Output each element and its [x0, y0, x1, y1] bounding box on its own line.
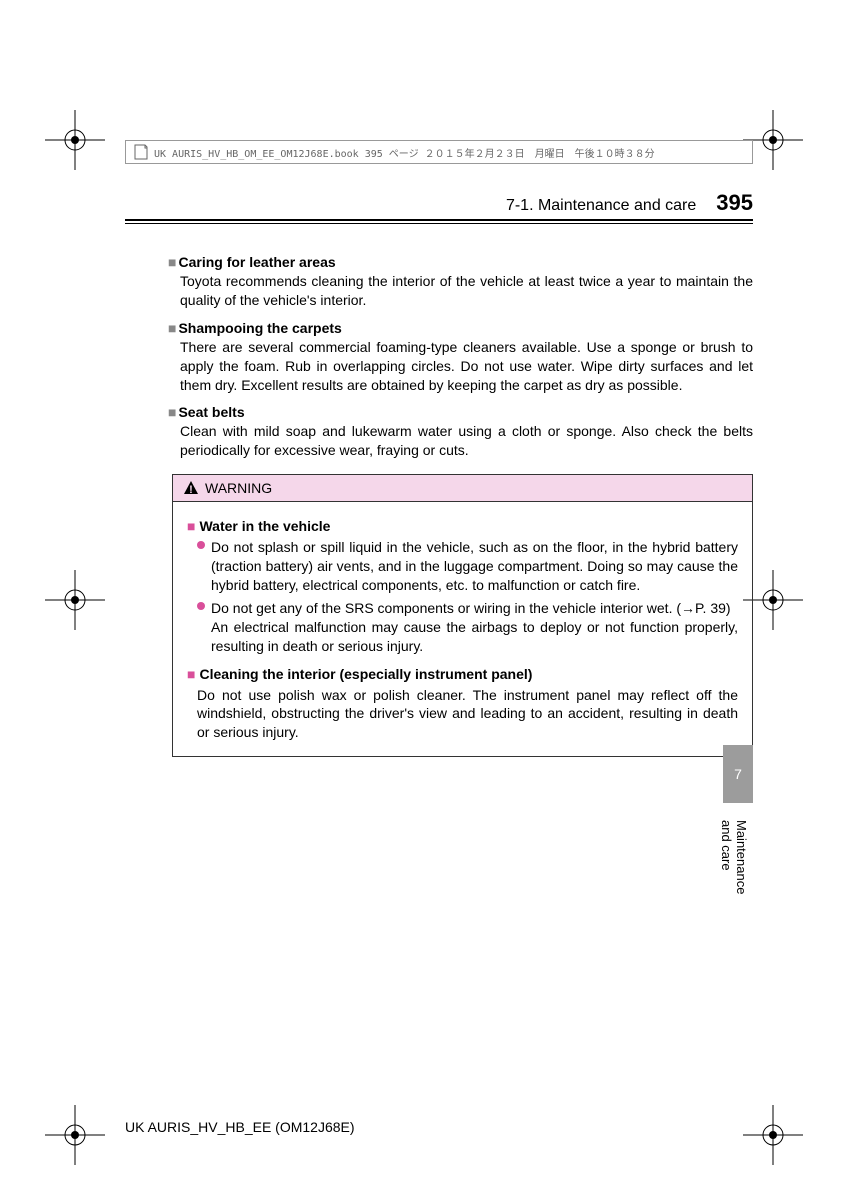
page-header: 7-1. Maintenance and care 395: [125, 190, 753, 221]
warning-heading: ■Water in the vehicle: [187, 518, 738, 534]
warning-triangle-icon: !: [183, 480, 199, 496]
topic-heading-text: Seat belts: [178, 404, 244, 420]
topic-body: There are several commercial foaming-typ…: [180, 338, 753, 395]
crop-mark-icon: [45, 1105, 105, 1165]
warning-text: Do not use polish wax or polish cleaner.…: [187, 686, 738, 743]
section-path: 7-1. Maintenance and care: [506, 197, 696, 215]
warning-title-bar: ! WARNING: [173, 475, 752, 502]
chapter-tab: 7: [723, 745, 753, 803]
topic-heading: ■Shampooing the carpets: [168, 320, 753, 336]
topic-body: Toyota recommends cleaning the interior …: [180, 272, 753, 310]
warning-title-text: WARNING: [205, 480, 272, 496]
warning-bullet: Do not get any of the SRS components or …: [187, 599, 738, 656]
pink-square-marker-icon: ■: [187, 518, 195, 534]
warning-box: ! WARNING ■Water in the vehicle Do not s…: [172, 474, 753, 757]
page-content: 7-1. Maintenance and care 395 ■Caring fo…: [125, 190, 753, 757]
topic-heading-text: Shampooing the carpets: [178, 320, 341, 336]
topic-heading: ■Caring for leather areas: [168, 254, 753, 270]
square-marker-icon: ■: [168, 404, 176, 420]
bullet-dot-icon: [197, 541, 205, 549]
chapter-tab-number: 7: [734, 766, 742, 782]
svg-text:!: !: [189, 484, 193, 496]
warning-heading: ■Cleaning the interior (especially instr…: [187, 666, 738, 682]
warning-heading-text: Water in the vehicle: [199, 518, 330, 534]
chapter-tab-label: Maintenance and care: [719, 820, 749, 894]
topic-heading-text: Caring for leather areas: [178, 254, 335, 270]
square-marker-icon: ■: [168, 320, 176, 336]
crop-mark-icon: [45, 570, 105, 630]
crop-mark-icon: [743, 1105, 803, 1165]
page-number: 395: [716, 190, 753, 216]
bullet-dot-icon: [197, 602, 205, 610]
footer-text: UK AURIS_HV_HB_EE (OM12J68E): [125, 1119, 355, 1135]
warning-heading-text: Cleaning the interior (especially instru…: [199, 666, 532, 682]
warning-bullet-text: Do not splash or spill liquid in the veh…: [211, 539, 738, 593]
warning-bullet: Do not splash or spill liquid in the veh…: [187, 538, 738, 595]
warning-bullet-text: Do not get any of the SRS components or …: [211, 600, 738, 654]
book-header-text: UK AURIS_HV_HB_OM_EE_OM12J68E.book 395 ペ…: [154, 145, 655, 160]
book-header: UK AURIS_HV_HB_OM_EE_OM12J68E.book 395 ペ…: [125, 140, 753, 164]
crop-mark-icon: [45, 110, 105, 170]
topic-heading: ■Seat belts: [168, 404, 753, 420]
topic-body: Clean with mild soap and lukewarm water …: [180, 422, 753, 460]
square-marker-icon: ■: [168, 254, 176, 270]
pink-square-marker-icon: ■: [187, 666, 195, 682]
book-icon: [134, 144, 148, 160]
